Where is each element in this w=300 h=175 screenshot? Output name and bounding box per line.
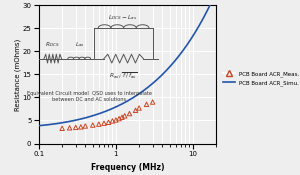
Point — [127, 112, 132, 115]
Point — [73, 126, 78, 129]
Text: $L_{DCS} - L_{as}$: $L_{DCS} - L_{as}$ — [108, 13, 138, 22]
Text: $L_{as}$: $L_{as}$ — [75, 40, 85, 49]
Point — [67, 126, 72, 129]
Point — [144, 103, 149, 106]
Point — [102, 122, 106, 125]
Text: $R_{as}\sqrt{f\,/\,f_{as}}$: $R_{as}\sqrt{f\,/\,f_{as}}$ — [109, 71, 137, 81]
Point — [110, 120, 115, 122]
Point — [122, 114, 127, 117]
Point — [97, 123, 101, 125]
Point — [117, 117, 122, 120]
Point — [120, 116, 124, 119]
Point — [83, 125, 88, 127]
Point — [79, 125, 83, 128]
Text: Equivalent Circuit model  QSD uses to interpolate
between DC and AC solutions: Equivalent Circuit model QSD uses to int… — [27, 91, 152, 102]
Point — [113, 119, 118, 121]
Legend: PCB Board ACR_Meas., PCB Board ACR_Simu.: PCB Board ACR_Meas., PCB Board ACR_Simu. — [222, 70, 300, 87]
Point — [137, 107, 142, 109]
X-axis label: Frequency (MHz): Frequency (MHz) — [91, 163, 164, 172]
Point — [150, 101, 155, 103]
Point — [106, 121, 111, 124]
Point — [133, 109, 138, 112]
Point — [90, 124, 95, 127]
Y-axis label: Resistance (mOhms): Resistance (mOhms) — [14, 38, 21, 110]
Point — [60, 127, 64, 130]
Text: $R_{DCS}$: $R_{DCS}$ — [45, 40, 59, 49]
